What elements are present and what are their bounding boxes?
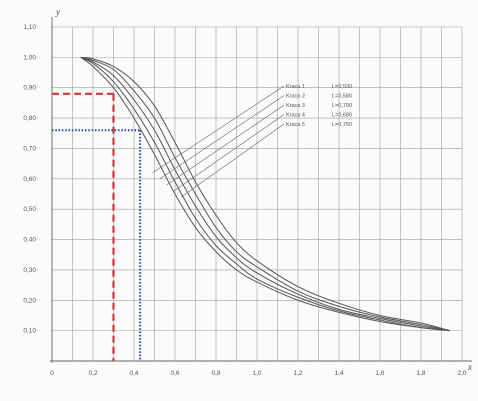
y-tick-label: 1,10 (23, 24, 36, 31)
legend-value-series-1: L=0,530 (332, 84, 352, 90)
series-line-3 (80, 56, 450, 332)
y-tick-label: 0,80 (23, 115, 36, 122)
axes (50, 17, 472, 363)
x-tick-label: 0,2 (88, 370, 97, 377)
y-tick-label: 0,10 (23, 328, 36, 335)
grid (51, 26, 463, 362)
x-axis-label: x (467, 362, 472, 372)
legend-label-series-5: Kraca 5 (286, 122, 305, 128)
y-tick-label: 0,20 (23, 297, 36, 304)
leader-line-series-4 (173, 114, 285, 192)
legend-label-series-2: Kraca 2 (286, 94, 305, 100)
y-tick-label: 0,60 (23, 176, 36, 183)
x-tick-label: 1,6 (375, 370, 384, 377)
legend-label-series-3: Kraca 3 (286, 103, 305, 109)
y-tick-label: 1,00 (23, 54, 36, 61)
series-lines (80, 56, 450, 332)
series-line-4 (80, 56, 450, 332)
legend-value-series-2: L=0,580 (332, 94, 352, 100)
legend: Kraca 1 L=0,530 Kraca 2 L=0,580 Kraca 3 L=0,7… (286, 84, 352, 128)
legend-label-series-4: Kraca 4 (286, 113, 305, 119)
legend-value-series-5: L=0,750 (332, 122, 352, 128)
series-line-1 (80, 56, 450, 332)
legend-value-series-4: L=0,680 (332, 113, 352, 119)
y-tick-label: 0,40 (23, 237, 36, 244)
leader-line-series-2 (159, 95, 285, 180)
leader-line-series-3 (166, 104, 285, 186)
reference-lines (52, 92, 142, 361)
y-axis-label: y (55, 7, 60, 17)
y-tick-label: 0,30 (23, 267, 36, 274)
x-tick-label: 0,6 (170, 370, 179, 377)
x-tick-label: 1,0 (252, 370, 261, 377)
x-tick-label: 1,4 (334, 370, 343, 377)
y-tick-label: 0,90 (23, 85, 36, 92)
legend-leaders (152, 85, 285, 198)
x-tick-label: 1,2 (293, 370, 302, 377)
y-tick-label: 0,70 (23, 145, 36, 152)
series-line-5 (80, 56, 450, 332)
y-tick-label: 0,50 (23, 206, 36, 213)
x-tick-label: 1,8 (416, 370, 425, 377)
legend-value-series-3: L=0,700 (332, 103, 352, 109)
legend-label-series-1: Kraca 1 (286, 84, 305, 90)
tick-labels: 1,101,000,900,800,700,600,500,400,300,20… (23, 24, 467, 377)
x-tick-label: 0,8 (211, 370, 220, 377)
x-tick-label: 0,4 (129, 370, 138, 377)
leader-line-series-1 (152, 85, 285, 173)
series-line-2 (80, 56, 450, 332)
leader-line-series-5 (180, 123, 285, 198)
x-tick-label: 2,0 (457, 370, 466, 377)
x-tick-label: 0 (50, 370, 54, 377)
